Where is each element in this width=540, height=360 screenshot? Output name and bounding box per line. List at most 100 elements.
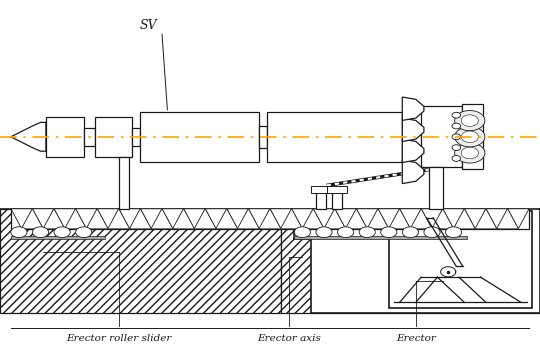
Bar (421, 106, 462, 167)
Polygon shape (22, 209, 43, 229)
Polygon shape (302, 209, 324, 229)
Polygon shape (11, 122, 46, 151)
Polygon shape (140, 209, 162, 229)
Bar (294, 236, 467, 239)
Polygon shape (11, 209, 32, 229)
Polygon shape (346, 209, 367, 229)
Polygon shape (86, 209, 108, 229)
Polygon shape (281, 209, 540, 313)
Circle shape (461, 115, 478, 126)
Polygon shape (335, 209, 356, 229)
Polygon shape (464, 209, 486, 229)
Text: Erector: Erector (396, 334, 436, 343)
Circle shape (54, 227, 70, 238)
Circle shape (452, 145, 461, 150)
Bar (332, 189, 342, 209)
Polygon shape (97, 209, 119, 229)
Bar (429, 167, 443, 209)
Circle shape (402, 227, 418, 238)
Bar (11, 209, 529, 229)
Polygon shape (238, 209, 259, 229)
Bar (119, 157, 129, 209)
Bar (259, 126, 267, 148)
Polygon shape (151, 209, 173, 229)
Circle shape (452, 112, 461, 118)
Circle shape (338, 227, 354, 238)
Bar (267, 112, 402, 162)
Polygon shape (119, 209, 140, 229)
Bar (327, 186, 347, 193)
Polygon shape (216, 209, 238, 229)
Circle shape (455, 143, 485, 163)
Bar (11, 236, 105, 239)
Polygon shape (205, 209, 227, 229)
Polygon shape (108, 209, 130, 229)
Polygon shape (76, 209, 97, 229)
Polygon shape (421, 209, 443, 229)
Polygon shape (475, 209, 497, 229)
Circle shape (452, 156, 461, 161)
Polygon shape (389, 209, 410, 229)
Polygon shape (0, 0, 540, 209)
Polygon shape (313, 209, 335, 229)
Polygon shape (486, 209, 508, 229)
Bar (462, 104, 483, 169)
Polygon shape (281, 209, 302, 229)
Polygon shape (292, 209, 313, 229)
Polygon shape (508, 209, 529, 229)
Circle shape (76, 227, 92, 238)
Polygon shape (270, 209, 292, 229)
Polygon shape (54, 209, 76, 229)
Text: Erector roller slider: Erector roller slider (66, 334, 172, 343)
Polygon shape (324, 209, 346, 229)
Text: SV: SV (140, 19, 157, 32)
Circle shape (294, 227, 310, 238)
Polygon shape (454, 209, 475, 229)
Polygon shape (32, 209, 54, 229)
Bar (140, 112, 259, 162)
Polygon shape (248, 209, 270, 229)
Circle shape (32, 227, 49, 238)
Polygon shape (402, 160, 424, 184)
Polygon shape (281, 209, 540, 313)
Polygon shape (194, 209, 216, 229)
Polygon shape (259, 209, 281, 229)
Polygon shape (367, 209, 389, 229)
Bar (389, 211, 532, 308)
Polygon shape (402, 139, 424, 163)
Circle shape (446, 227, 462, 238)
Polygon shape (410, 209, 432, 229)
Bar (46, 117, 84, 157)
Polygon shape (65, 209, 86, 229)
Circle shape (11, 227, 27, 238)
Polygon shape (43, 209, 65, 229)
Circle shape (452, 134, 461, 140)
Bar (310, 186, 331, 193)
Circle shape (359, 227, 375, 238)
Polygon shape (497, 209, 518, 229)
Circle shape (461, 131, 478, 143)
Circle shape (316, 227, 332, 238)
Bar (132, 128, 140, 146)
Polygon shape (0, 209, 281, 313)
Polygon shape (356, 209, 378, 229)
Polygon shape (402, 118, 424, 141)
Polygon shape (173, 209, 194, 229)
Polygon shape (443, 209, 464, 229)
Polygon shape (400, 209, 421, 229)
Polygon shape (378, 209, 400, 229)
Text: Erector axis: Erector axis (257, 334, 321, 343)
Circle shape (381, 227, 397, 238)
Polygon shape (432, 209, 454, 229)
Polygon shape (162, 209, 184, 229)
Circle shape (424, 227, 440, 238)
Bar (84, 128, 94, 146)
Bar (316, 189, 326, 209)
Circle shape (461, 147, 478, 159)
Polygon shape (402, 97, 424, 121)
Circle shape (452, 123, 461, 129)
Bar (94, 117, 132, 157)
Circle shape (455, 111, 485, 131)
Polygon shape (130, 209, 151, 229)
Polygon shape (184, 209, 205, 229)
